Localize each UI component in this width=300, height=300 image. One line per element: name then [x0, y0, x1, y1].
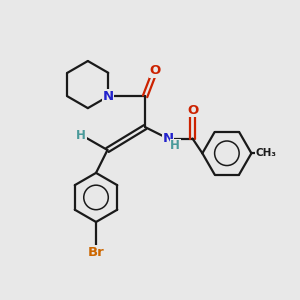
Text: Br: Br [88, 246, 104, 259]
Text: N: N [103, 90, 114, 103]
Text: O: O [187, 103, 198, 117]
Text: H: H [170, 139, 180, 152]
Text: CH₃: CH₃ [256, 148, 277, 158]
Text: H: H [76, 129, 86, 142]
Text: N: N [162, 132, 174, 145]
Text: O: O [149, 64, 161, 77]
